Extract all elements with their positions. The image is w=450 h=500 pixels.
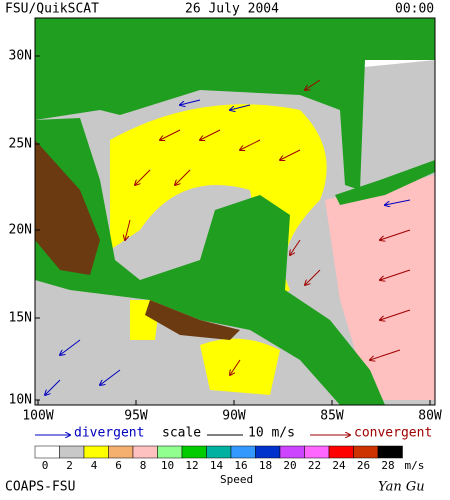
date: 26 July 2004 [185,2,279,17]
lon-label: 85W [320,409,344,424]
lon-label: 80W [418,409,442,424]
lat-label: 20N [9,223,32,238]
lat-label: 30N [9,49,32,64]
convergent-vectors [125,79,411,375]
cuba [335,160,435,205]
colorbar-label: 0 [42,459,49,472]
colorbar-cell [83,445,109,459]
colorbar-label: 2 [66,459,73,472]
colorbar-label: 28 [381,459,394,472]
lat-label: 15N [9,311,32,326]
map [35,18,435,405]
colorbar-label: 20 [283,459,296,472]
colorbar-cell [304,445,330,459]
mexico [35,118,385,405]
divergent-vectors [45,99,411,395]
us-coast [35,18,435,190]
colorbar-label: 8 [140,459,147,472]
divergent-label: divergent [74,426,144,441]
product: FSU/QuikSCAT [5,2,99,17]
scale-label: scale [162,426,201,441]
colorbar-label: 16 [234,459,247,472]
colorbar-label: 18 [259,459,272,472]
colorbar-cell [230,445,256,459]
colorbar-label: 12 [185,459,198,472]
highlands-2 [145,300,240,340]
map-frame [34,17,436,406]
colorbar-cell [108,445,134,459]
lon-label: 90W [222,409,246,424]
colorbar-cell [132,445,158,459]
lat-axis: 10N 15N 20N 25N 30N [9,49,40,408]
convergent-label: convergent [354,426,432,441]
colorbar-cell [157,445,183,459]
colorbar-label: 14 [210,459,224,472]
colorbar-unit: m/s [405,459,425,472]
time: 00:00 [395,2,434,17]
lat-label: 10N [9,393,32,408]
colorbar-cell [34,445,60,459]
lon-axis: 100W 95W 90W 85W 80W [22,400,442,424]
credit: COAPS-FSU [5,480,75,495]
colorbar-label: 6 [115,459,122,472]
lon-label: 95W [124,409,148,424]
colorbar-label: 24 [332,459,346,472]
colorbar-cell [353,445,379,459]
colorbar-cell [59,445,85,459]
colorbar-cell [255,445,281,459]
colorbar-cell [279,445,305,459]
colorbar-cell [377,445,403,459]
scale-value: 10 m/s [248,426,295,441]
lon-label: 100W [22,409,53,424]
colorbar-label: 26 [357,459,370,472]
colorbar-title: Speed [220,473,253,486]
colorbar-label: 10 [161,459,174,472]
colorbar-cell [181,445,207,459]
colorbar-cell [328,445,354,459]
colorbar-label: 4 [91,459,98,472]
colorbar-label: 22 [308,459,321,472]
author: Yan Gu [378,480,425,495]
highlands [35,140,100,275]
colorbar: 0 2 4 6 8 10 12 14 16 18 20 22 24 26 28 m/s [34,445,425,472]
colorbar-cell [206,445,232,459]
lat-label: 25N [9,137,32,152]
